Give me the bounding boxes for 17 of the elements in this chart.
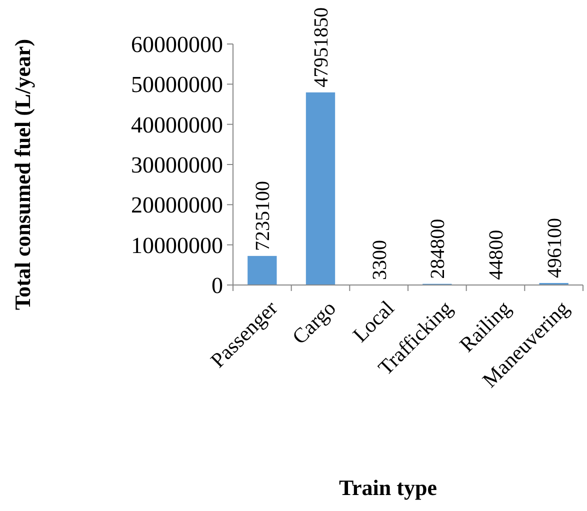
data-label: 496100 [544, 218, 566, 278]
data-label: 284800 [427, 218, 450, 279]
y-tick-label: 50000000 [131, 72, 223, 98]
data-label: 3300 [368, 240, 391, 280]
bar [248, 256, 277, 285]
y-tick-label: 40000000 [131, 112, 223, 138]
y-axis-title: Total consumed fuel (L/year) [10, 38, 35, 310]
x-axis-title: Train type [339, 475, 438, 500]
data-label: 47951850 [310, 7, 332, 88]
data-label: 7235100 [252, 180, 274, 251]
data-label: 44800 [486, 230, 508, 280]
y-tick-label: 20000000 [131, 192, 223, 218]
y-tick-label: 60000000 [131, 32, 223, 58]
y-tick-label: 10000000 [131, 232, 223, 258]
y-tick-label: 0 [212, 273, 223, 298]
bar [306, 92, 336, 285]
y-tick-label: 30000000 [131, 152, 223, 178]
